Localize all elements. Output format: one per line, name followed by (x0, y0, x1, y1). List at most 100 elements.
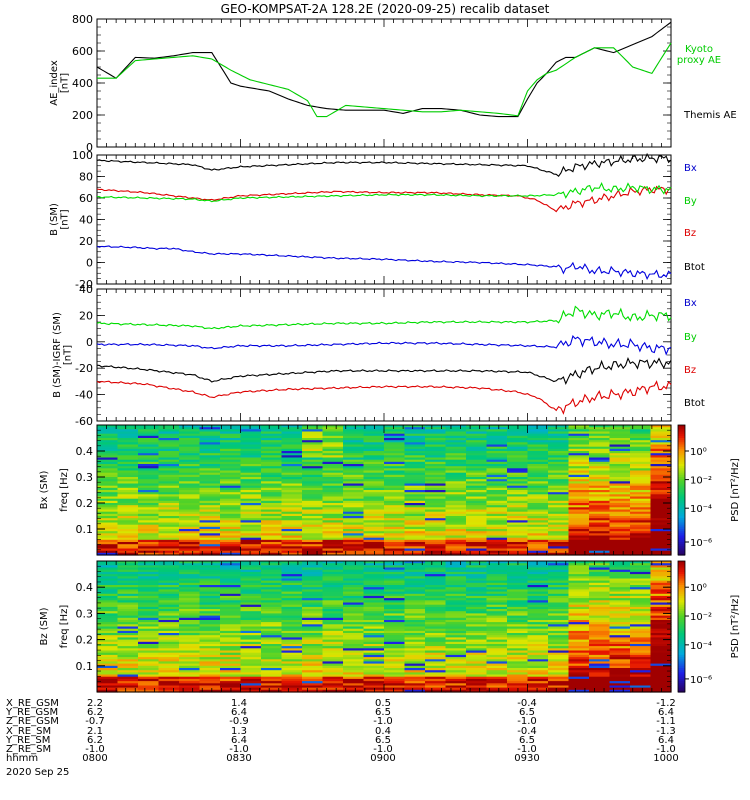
heatmap-cell (425, 678, 447, 682)
heatmap-cell (445, 542, 467, 545)
heatmap-cell (466, 446, 488, 450)
heatmap-cell (138, 529, 160, 532)
heatmap-cell (445, 678, 467, 682)
heatmap-cell (404, 490, 426, 493)
heatmap-cell (158, 431, 180, 435)
colorbar-cell (678, 548, 685, 552)
heatmap-cell (240, 644, 262, 647)
heatmap-cell (363, 604, 385, 608)
heatmap-cell (240, 604, 262, 608)
heatmap-cell (445, 529, 467, 532)
heatmap-cell (117, 457, 139, 461)
heatmap-cell (650, 461, 672, 465)
heatmap-cell (548, 513, 570, 517)
heatmap-cell (630, 657, 652, 660)
heatmap-cell (220, 485, 242, 489)
heatmap-cell (138, 500, 160, 504)
heatmap-cell (650, 650, 672, 654)
heatmap-cell (302, 672, 324, 676)
heatmap-cell (97, 459, 119, 463)
heatmap-cell (466, 520, 488, 524)
heatmap-cell (384, 496, 406, 500)
heatmap-cell (589, 461, 611, 465)
heatmap-cell (322, 425, 344, 428)
heatmap-cell (322, 448, 344, 452)
heatmap-cell (445, 505, 467, 508)
heatmap-cell (425, 689, 447, 693)
heatmap-cell (384, 674, 406, 678)
heatmap-cell (138, 644, 160, 647)
heatmap-cell (343, 626, 365, 630)
heatmap-cell (179, 479, 201, 482)
heatmap-cell (117, 587, 139, 590)
heatmap-cell (425, 535, 447, 539)
heatmap-cell (589, 663, 611, 667)
heatmap-cell (158, 641, 180, 645)
heatmap-cell (548, 546, 570, 550)
heatmap-cell (363, 567, 385, 571)
heatmap-cell (322, 518, 344, 521)
heatmap-cell (589, 622, 611, 625)
heatmap-cell (261, 633, 283, 636)
heatmap-cell (158, 503, 180, 506)
heatmap-cell (343, 635, 365, 638)
heatmap-cell (138, 490, 160, 493)
heatmap-cell (117, 546, 139, 550)
heatmap-cell (261, 641, 283, 645)
heatmap-cell (507, 513, 529, 517)
heatmap-cell (384, 683, 406, 687)
heatmap-cell (179, 609, 201, 612)
ephemeris-row-label: X_RE_GSM (6, 698, 59, 709)
heatmap-cell (548, 561, 570, 564)
heatmap-cell (322, 563, 344, 566)
heatmap-cell (548, 613, 570, 617)
heatmap-cell (117, 580, 139, 584)
heatmap-cell (527, 630, 549, 634)
heatmap-cell (138, 455, 160, 459)
heatmap-cell (97, 626, 119, 630)
y-axis-label: B (SM)-IGRF (SM)[nT] (52, 312, 74, 398)
heatmap-cell (384, 685, 406, 689)
heatmap-cell (158, 498, 180, 502)
heatmap-cell (343, 427, 365, 430)
heatmap-cell (609, 598, 631, 601)
heatmap-cell (363, 613, 385, 617)
heatmap-cell (384, 563, 406, 566)
heatmap-cell (281, 576, 303, 580)
heatmap-cell (199, 526, 221, 530)
heatmap-cell (322, 615, 344, 619)
heatmap-cell (445, 652, 467, 656)
heatmap-cell (138, 606, 160, 610)
heatmap-cell (322, 533, 344, 537)
heatmap-cell (425, 611, 447, 614)
heatmap-cell (97, 654, 119, 658)
heatmap-cell (343, 630, 365, 634)
heatmap-cell (548, 681, 570, 684)
ephemeris-cell: 6.5 (519, 734, 535, 746)
heatmap-cell (568, 440, 590, 443)
heatmap-cell (609, 678, 631, 682)
heatmap-cell (384, 485, 406, 489)
heatmap-cell (486, 606, 508, 610)
heatmap-cell (343, 652, 365, 656)
heatmap-cell (609, 681, 631, 684)
heatmap-cell (404, 630, 426, 634)
heatmap-cell (445, 617, 467, 621)
heatmap-cell (527, 567, 549, 571)
legend-kyoto: Kyoto proxy AE (677, 44, 721, 66)
heatmap-cell (97, 516, 119, 519)
heatmap-cell (507, 522, 529, 526)
heatmap-cell (466, 602, 488, 606)
heatmap-cell (609, 574, 631, 577)
heatmap-cell (363, 505, 385, 508)
heatmap-cell (322, 578, 344, 582)
heatmap-cell (363, 459, 385, 463)
heatmap-cell (158, 665, 180, 669)
heatmap-cell (548, 464, 570, 467)
heatmap-cell (548, 670, 570, 673)
y-tick-label: 0.2 (76, 634, 94, 647)
heatmap-cell (158, 509, 180, 513)
heatmap-cell (363, 678, 385, 682)
heatmap-cell (425, 479, 447, 482)
heatmap-cell (240, 539, 262, 543)
